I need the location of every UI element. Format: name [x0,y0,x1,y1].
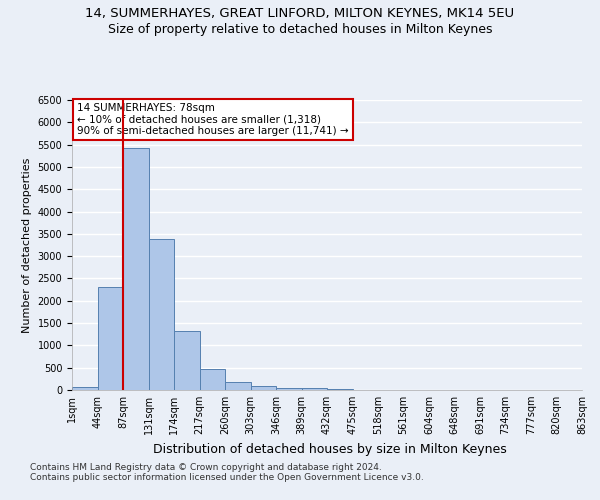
Bar [225,382,251,390]
Bar [327,388,353,390]
Bar [97,288,123,390]
Bar [72,386,97,390]
Bar [302,388,327,390]
Bar [199,368,225,390]
Text: Distribution of detached houses by size in Milton Keynes: Distribution of detached houses by size … [153,442,507,456]
Y-axis label: Number of detached properties: Number of detached properties [22,158,32,332]
Bar [174,331,199,390]
Bar [276,388,302,390]
Text: Size of property relative to detached houses in Milton Keynes: Size of property relative to detached ho… [108,22,492,36]
Text: 14 SUMMERHAYES: 78sqm
← 10% of detached houses are smaller (1,318)
90% of semi-d: 14 SUMMERHAYES: 78sqm ← 10% of detached … [77,103,349,136]
Text: Contains public sector information licensed under the Open Government Licence v3: Contains public sector information licen… [30,474,424,482]
Text: 14, SUMMERHAYES, GREAT LINFORD, MILTON KEYNES, MK14 5EU: 14, SUMMERHAYES, GREAT LINFORD, MILTON K… [85,8,515,20]
Text: Contains HM Land Registry data © Crown copyright and database right 2024.: Contains HM Land Registry data © Crown c… [30,464,382,472]
Bar [123,148,149,390]
Bar [149,239,174,390]
Bar [251,386,276,390]
